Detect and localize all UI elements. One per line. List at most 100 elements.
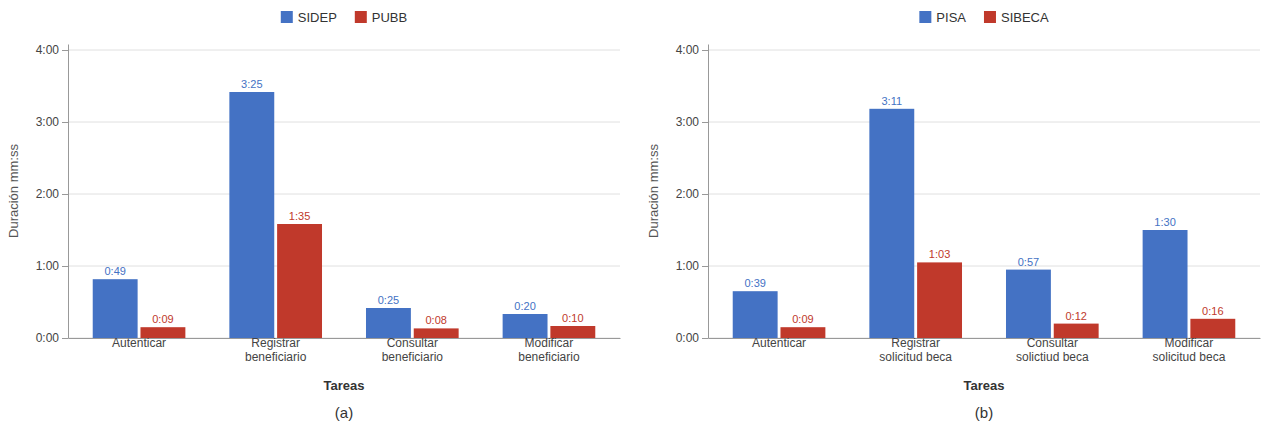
- grid: [708, 50, 1260, 338]
- grid-line: [68, 122, 620, 123]
- y-axis: 0:00 1:00 2:00 3:00 4:00: [676, 43, 709, 345]
- tick: Consultarsolictiud beca: [1016, 336, 1089, 364]
- chart: 0:493:250:250:200:091:350:080:100:001:00…: [0, 0, 1280, 430]
- bar: [733, 291, 778, 338]
- tick-label: 0:00: [676, 331, 700, 345]
- tick-mark: [62, 194, 68, 195]
- tick-label: 2:00: [36, 187, 60, 201]
- tick: 0:00: [676, 331, 708, 345]
- axis-line: [708, 45, 709, 339]
- tick-mark: [62, 266, 68, 267]
- tick: 0:00: [36, 331, 68, 345]
- tick-label: Registrarsolicitud beca: [879, 336, 952, 364]
- x-axis: Autenticar Registrarbeneficiario Consultar…: [69, 336, 621, 364]
- tick-label: 1:00: [676, 259, 700, 273]
- bars: [93, 92, 596, 338]
- tick-label: 4:00: [36, 43, 60, 57]
- grid-line: [708, 50, 1260, 51]
- data-label: 1:30: [1154, 216, 1175, 228]
- bars: [733, 109, 1236, 338]
- legend-label: SIDEP: [298, 10, 337, 25]
- x-axis-title: Tareas: [964, 378, 1005, 393]
- tick: Autenticar: [112, 336, 166, 350]
- bar: [917, 262, 962, 338]
- data-label: 0:09: [152, 313, 173, 325]
- legend-label: PISA: [936, 10, 966, 25]
- tick: 3:00: [676, 115, 708, 129]
- tick: 4:00: [676, 43, 708, 57]
- data-label: 3:11: [882, 95, 903, 107]
- tick-mark: [702, 50, 708, 51]
- tick: 1:00: [676, 259, 708, 273]
- tick: 2:00: [36, 187, 68, 201]
- tick-label: 0:00: [36, 331, 60, 345]
- data-label: 1:35: [289, 210, 310, 222]
- bar: [229, 92, 274, 338]
- panel: 0:493:250:250:200:091:350:080:100:001:00…: [6, 10, 621, 421]
- legend-swatch: [281, 11, 293, 23]
- legend: SIDEP PUBB: [281, 10, 407, 25]
- tick: 4:00: [36, 43, 68, 57]
- tick-mark: [702, 122, 708, 123]
- grid-line: [68, 194, 620, 195]
- data-label: 0:09: [792, 313, 813, 325]
- x-axis: Autenticar Registrarsolicitud beca Consult…: [709, 336, 1261, 364]
- legend-swatch: [919, 11, 931, 23]
- tick-label: 3:00: [676, 115, 700, 129]
- tick-mark: [62, 122, 68, 123]
- data-label: 0:39: [744, 277, 765, 289]
- legend-item: SIBECA: [984, 10, 1049, 25]
- tick: Registrarsolicitud beca: [879, 336, 952, 364]
- tick-label: Consultarsolictiud beca: [1016, 336, 1089, 364]
- bar: [277, 224, 322, 338]
- grid-line: [708, 122, 1260, 123]
- bar: [503, 314, 548, 338]
- x-axis-title: Tareas: [324, 378, 365, 393]
- grid: [68, 50, 620, 338]
- y-axis: 0:00 1:00 2:00 3:00 4:00: [36, 43, 69, 345]
- bar: [1143, 230, 1188, 338]
- y-axis-title: Duración mm:ss: [6, 144, 21, 238]
- y-axis-title: Duración mm:ss: [646, 144, 661, 238]
- data-label: 0:57: [1018, 256, 1039, 268]
- tick: Modificarbeneficiario: [518, 336, 580, 364]
- grid-line: [68, 50, 620, 51]
- legend-label: PUBB: [372, 10, 407, 25]
- panel: 0:393:110:571:300:091:030:120:160:001:00…: [646, 10, 1261, 421]
- legend-swatch: [984, 11, 996, 23]
- tick-label: 2:00: [676, 187, 700, 201]
- tick-label: Modificarbeneficiario: [518, 336, 580, 364]
- data-label: 0:08: [425, 314, 446, 326]
- legend-item: SIDEP: [281, 10, 337, 25]
- bar: [93, 279, 138, 338]
- tick-mark: [62, 338, 68, 339]
- tick-mark: [702, 266, 708, 267]
- grid-line: [68, 266, 620, 267]
- tick: 3:00: [36, 115, 68, 129]
- tick: 1:00: [36, 259, 68, 273]
- tick-label: Autenticar: [752, 336, 806, 350]
- bar: [869, 109, 914, 338]
- tick: Consultarbeneficiario: [382, 336, 444, 364]
- tick-mark: [702, 194, 708, 195]
- tick-mark: [62, 50, 68, 51]
- data-label: 3:25: [241, 78, 262, 90]
- legend: PISA SIBECA: [919, 10, 1049, 25]
- data-label: 0:20: [514, 300, 535, 312]
- tick: 2:00: [676, 187, 708, 201]
- grid-line: [708, 194, 1260, 195]
- tick: Modificarsolicitud beca: [1153, 336, 1226, 364]
- tick: Registrarbeneficiario: [245, 336, 307, 364]
- tick-label: Registrarbeneficiario: [245, 336, 307, 364]
- bar: [366, 308, 411, 338]
- tick-label: 4:00: [676, 43, 700, 57]
- data-label: 1:03: [929, 248, 950, 260]
- legend-label: SIBECA: [1001, 10, 1049, 25]
- data-labels: 0:393:110:571:300:091:030:120:16: [744, 95, 1223, 325]
- subtitle: (b): [975, 404, 993, 421]
- legend-swatch: [355, 11, 367, 23]
- tick-label: Modificarsolicitud beca: [1153, 336, 1226, 364]
- tick-label: 1:00: [36, 259, 60, 273]
- tick-label: 3:00: [36, 115, 60, 129]
- tick-mark: [702, 338, 708, 339]
